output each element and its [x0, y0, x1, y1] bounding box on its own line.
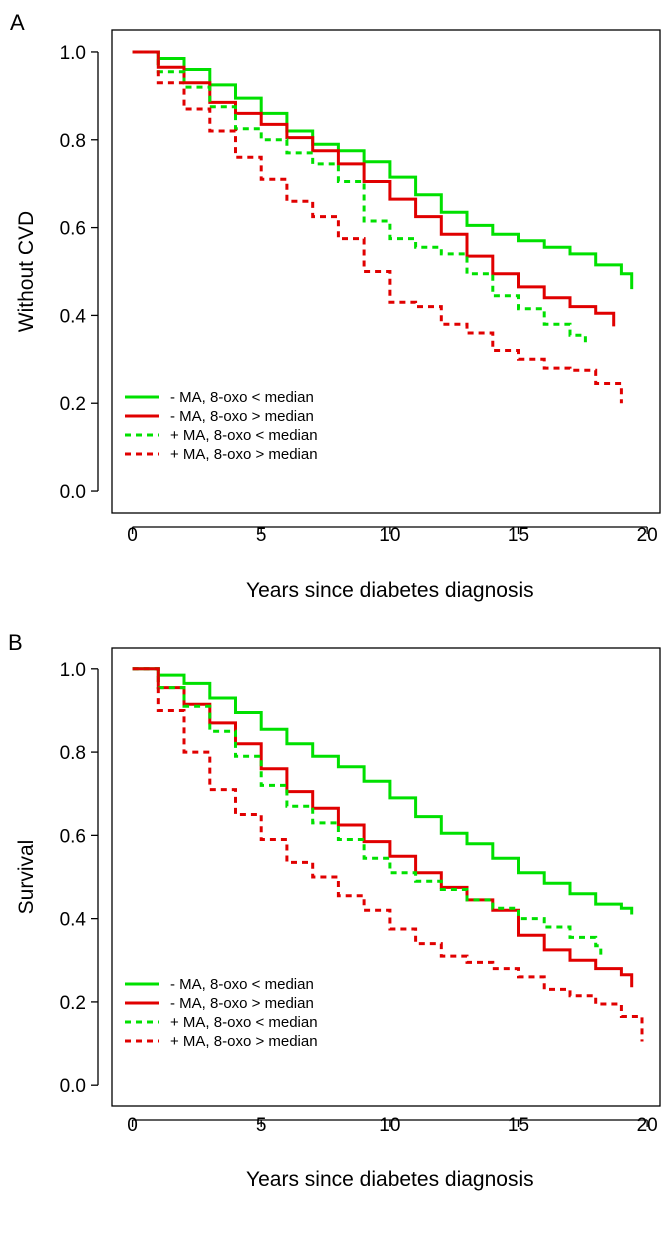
x-tick-label: 15	[508, 1115, 529, 1136]
series-line-1	[132, 667, 634, 915]
series-line-1	[132, 50, 634, 290]
legend-label: + MA, 8-oxo > median	[170, 446, 318, 463]
y-tick-label: 1.0	[60, 660, 86, 681]
x-tick-label: 20	[637, 525, 658, 546]
series-line-3	[132, 667, 603, 957]
y-tick-label: 0.4	[60, 306, 87, 327]
y-tick-label: 0.0	[60, 1076, 86, 1097]
plot-frame	[111, 647, 661, 1107]
chart-panel-B: B 0.0 0.2 0.4 0.6 0.8 1.0 0 5 10 15 20 Years since d…	[8, 630, 661, 1191]
series-line-4	[132, 50, 623, 404]
y-tick-label: 0.2	[60, 993, 86, 1014]
legend-label: + MA, 8-oxo < median	[170, 427, 318, 444]
plot-frame	[111, 29, 661, 514]
legend-label: + MA, 8-oxo > median	[170, 1033, 318, 1050]
x-tick-label: 10	[379, 1115, 400, 1136]
series-line-2	[132, 667, 634, 988]
x-axis-label: Years since diabetes diagnosis	[246, 1168, 534, 1191]
y-tick-label: 0.0	[60, 482, 86, 503]
y-tick-label: 0.8	[60, 131, 86, 152]
legend-label: - MA, 8-oxo > median	[170, 408, 314, 425]
x-axis-label: Years since diabetes diagnosis	[246, 579, 534, 602]
y-tick-label: 0.4	[60, 910, 87, 931]
series-line-4	[132, 667, 644, 1042]
x-tick-label: 0	[127, 525, 138, 546]
y-tick-label: 1.0	[60, 43, 86, 64]
x-tick-label: 20	[637, 1115, 658, 1136]
y-tick-label: 0.6	[60, 826, 86, 847]
x-tick-label: 15	[508, 525, 529, 546]
x-tick-label: 5	[256, 1115, 267, 1136]
chart-panel-A: A 0.0 0.2 0.4 0.6 0.8 1.0 0 5 10 15 20 Years since d…	[10, 10, 661, 602]
panel-letter: B	[8, 630, 23, 655]
legend-label: - MA, 8-oxo < median	[170, 976, 314, 993]
y-axis-label: Without CVD	[15, 211, 38, 332]
series-line-3	[132, 50, 587, 347]
legend-label: + MA, 8-oxo < median	[170, 1014, 318, 1031]
x-tick-label: 0	[127, 1115, 138, 1136]
legend: - MA, 8-oxo < median - MA, 8-oxo > median…	[125, 389, 318, 463]
panel-letter: A	[10, 10, 25, 35]
legend: - MA, 8-oxo < median - MA, 8-oxo > median…	[125, 976, 318, 1050]
y-axis-label: Survival	[15, 840, 38, 915]
x-tick-label: 5	[256, 525, 267, 546]
y-tick-label: 0.2	[60, 394, 86, 415]
series-line-2	[132, 50, 616, 327]
legend-label: - MA, 8-oxo > median	[170, 995, 314, 1012]
legend-label: - MA, 8-oxo < median	[170, 389, 314, 406]
y-tick-label: 0.6	[60, 219, 86, 240]
y-tick-label: 0.8	[60, 743, 86, 764]
x-tick-label: 10	[379, 525, 400, 546]
